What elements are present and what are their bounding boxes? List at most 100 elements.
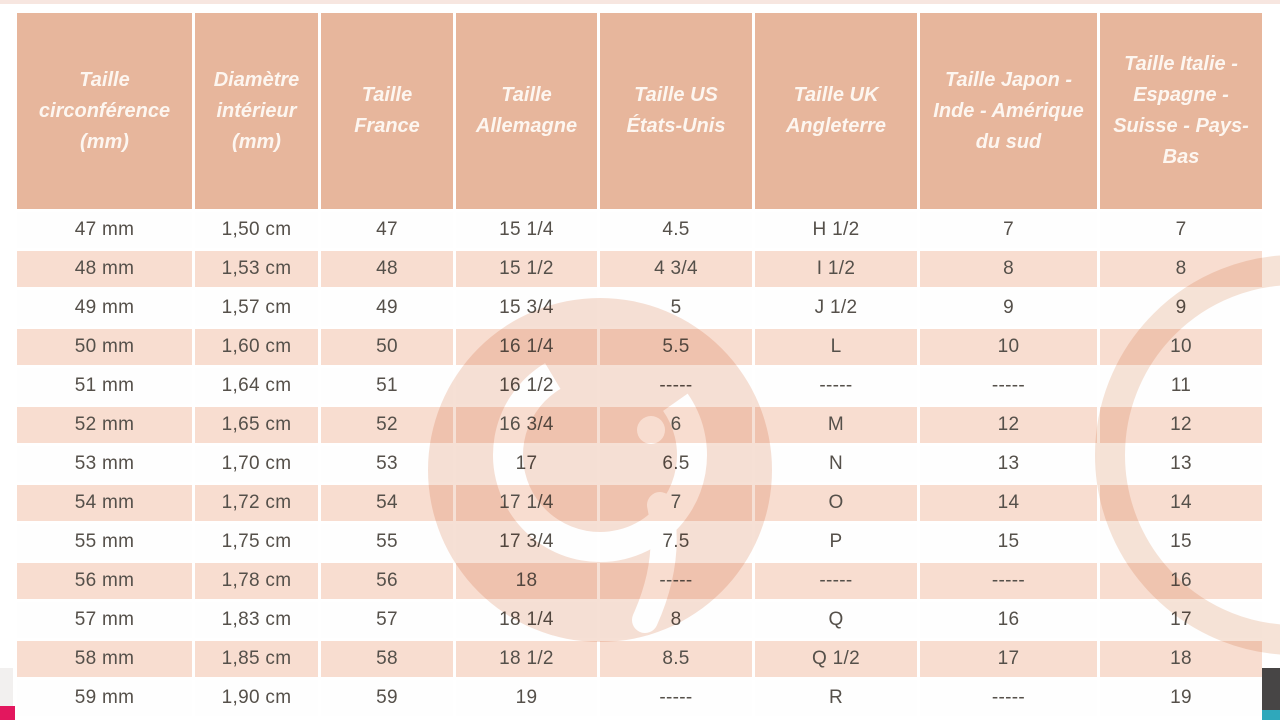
table-body: 47 mm 1,50 cm 47 15 1/4 4.5 H 1/2 7 7 48 mm 1,53 … — [17, 212, 1262, 716]
table-cell: 6.5 — [600, 446, 752, 482]
table-cell: 7 — [920, 212, 1097, 248]
table-cell: 7 — [600, 485, 752, 521]
table-cell: 8.5 — [600, 641, 752, 677]
table-cell: 19 — [456, 680, 597, 716]
table-cell: 56 — [321, 563, 453, 599]
page-edge-left-strip — [0, 668, 13, 708]
table-cell: 15 — [1100, 524, 1262, 560]
table-cell: 1,90 cm — [195, 680, 318, 716]
table-cell: 50 — [321, 329, 453, 365]
table-cell: 18 — [456, 563, 597, 599]
table-cell: 18 — [1100, 641, 1262, 677]
header-row: Taille circonférence (mm) Diamètre intéri… — [17, 13, 1262, 209]
page-edge-top-strip — [0, 0, 1280, 4]
table-cell: 1,78 cm — [195, 563, 318, 599]
table-cell: 55 — [321, 524, 453, 560]
table-cell: 7.5 — [600, 524, 752, 560]
table-cell: 10 — [920, 329, 1097, 365]
table-row: 51 mm 1,64 cm 51 16 1/2 ----- ----- ----- 11 — [17, 368, 1262, 404]
table-cell: 1,50 cm — [195, 212, 318, 248]
table-cell: 8 — [600, 602, 752, 638]
table-cell: 11 — [1100, 368, 1262, 404]
table-cell: 18 1/4 — [456, 602, 597, 638]
table-cell: 5 — [600, 290, 752, 326]
table-row: 54 mm 1,72 cm 54 17 1/4 7 O 14 14 — [17, 485, 1262, 521]
table-cell: ----- — [920, 368, 1097, 404]
table-row: 57 mm 1,83 cm 57 18 1/4 8 Q 16 17 — [17, 602, 1262, 638]
table-cell: 15 1/2 — [456, 251, 597, 287]
table-cell: 15 — [920, 524, 1097, 560]
table-cell: 9 — [920, 290, 1097, 326]
table-cell: ----- — [920, 680, 1097, 716]
table-cell: 16 — [920, 602, 1097, 638]
table-cell: 1,57 cm — [195, 290, 318, 326]
table-header: Taille circonférence (mm) Diamètre intéri… — [17, 13, 1262, 209]
table-cell: L — [755, 329, 917, 365]
table-cell: 4.5 — [600, 212, 752, 248]
table-cell: 57 — [321, 602, 453, 638]
table-cell: 1,70 cm — [195, 446, 318, 482]
page-edge-teal-block — [1262, 710, 1280, 720]
table-cell: 48 mm — [17, 251, 192, 287]
table-cell: 58 mm — [17, 641, 192, 677]
table-cell: M — [755, 407, 917, 443]
table-cell: ----- — [600, 563, 752, 599]
table-cell: ----- — [600, 680, 752, 716]
table-cell: R — [755, 680, 917, 716]
table-cell: 17 1/4 — [456, 485, 597, 521]
table-row: 58 mm 1,85 cm 58 18 1/2 8.5 Q 1/2 17 18 — [17, 641, 1262, 677]
table-cell: ----- — [755, 563, 917, 599]
table-cell: 1,65 cm — [195, 407, 318, 443]
table-cell: 7 — [1100, 212, 1262, 248]
table-row: 49 mm 1,57 cm 49 15 3/4 5 J 1/2 9 9 — [17, 290, 1262, 326]
table-cell: 17 3/4 — [456, 524, 597, 560]
table-cell: 50 mm — [17, 329, 192, 365]
table-cell: 4 3/4 — [600, 251, 752, 287]
table-cell: ----- — [755, 368, 917, 404]
table-cell: ----- — [920, 563, 1097, 599]
table-cell: 47 mm — [17, 212, 192, 248]
table-cell: O — [755, 485, 917, 521]
table-cell: 52 mm — [17, 407, 192, 443]
table-cell: 54 mm — [17, 485, 192, 521]
table-cell: 59 — [321, 680, 453, 716]
page-edge-pink-block — [0, 706, 15, 720]
table-cell: 17 — [456, 446, 597, 482]
table-cell: 14 — [1100, 485, 1262, 521]
table-cell: 8 — [920, 251, 1097, 287]
table-cell: 1,60 cm — [195, 329, 318, 365]
table-cell: 47 — [321, 212, 453, 248]
table-cell: 14 — [920, 485, 1097, 521]
table-cell: 10 — [1100, 329, 1262, 365]
table-row: 59 mm 1,90 cm 59 19 ----- R ----- 19 — [17, 680, 1262, 716]
column-header: Taille Italie - Espagne - Suisse - Pays-… — [1100, 13, 1262, 209]
column-header: Taille circonférence (mm) — [17, 13, 192, 209]
table-cell: 8 — [1100, 251, 1262, 287]
table-cell: ----- — [600, 368, 752, 404]
table-cell: 12 — [920, 407, 1097, 443]
table-cell: 56 mm — [17, 563, 192, 599]
table-cell: 52 — [321, 407, 453, 443]
table-cell: 1,75 cm — [195, 524, 318, 560]
table-cell: 13 — [1100, 446, 1262, 482]
table-row: 53 mm 1,70 cm 53 17 6.5 N 13 13 — [17, 446, 1262, 482]
table-cell: 1,64 cm — [195, 368, 318, 404]
ring-size-conversion-table: Taille circonférence (mm) Diamètre intéri… — [14, 10, 1265, 719]
scrollbar-fragment[interactable] — [1262, 668, 1280, 710]
table-cell: 54 — [321, 485, 453, 521]
column-header: Diamètre intérieur (mm) — [195, 13, 318, 209]
table-cell: 18 1/2 — [456, 641, 597, 677]
table-cell: 51 mm — [17, 368, 192, 404]
table-cell: 48 — [321, 251, 453, 287]
table-cell: 49 mm — [17, 290, 192, 326]
table-cell: 16 3/4 — [456, 407, 597, 443]
table-cell: 15 1/4 — [456, 212, 597, 248]
table-cell: 51 — [321, 368, 453, 404]
table-cell: 19 — [1100, 680, 1262, 716]
table-cell: 9 — [1100, 290, 1262, 326]
table-cell: 16 1/2 — [456, 368, 597, 404]
table-cell: 53 — [321, 446, 453, 482]
table-cell: 17 — [1100, 602, 1262, 638]
table-row: 52 mm 1,65 cm 52 16 3/4 6 M 12 12 — [17, 407, 1262, 443]
